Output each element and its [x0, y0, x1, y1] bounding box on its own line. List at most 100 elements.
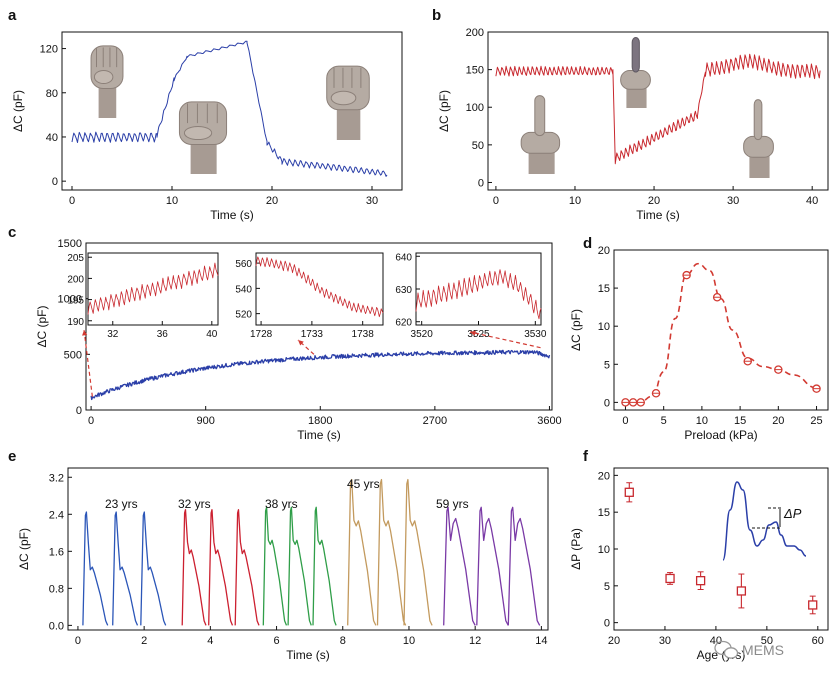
y-tick-label: 0	[76, 405, 82, 417]
pulse-series-59-yrs	[443, 506, 541, 626]
y-axis-label: ΔC (pF)	[35, 305, 49, 347]
watermark: MEMS	[714, 640, 784, 659]
pulse-wave	[476, 506, 509, 626]
y-axis-label: ΔP (Pa)	[569, 528, 583, 570]
delta-p-inset-label: ΔP	[783, 506, 802, 521]
index-finger	[753, 99, 763, 141]
pulse-wave	[82, 511, 109, 626]
x-tick-label: 20	[266, 195, 278, 207]
age-label-59: 59 yrs	[436, 497, 469, 511]
hand-fist-photo	[90, 45, 124, 118]
x-tick-label: 10	[569, 195, 581, 207]
y-tick-label: 5	[604, 359, 610, 371]
panel-label-e: e	[8, 448, 16, 465]
plot-frame	[85, 242, 553, 411]
panel-label-c: c	[8, 224, 16, 241]
zoom-arrow	[83, 329, 93, 397]
y-tick-label: 80	[46, 88, 58, 100]
pulse-series-32-yrs	[181, 509, 260, 626]
pulse-wave	[403, 478, 433, 626]
chart-c-long-term: 0 900 1800 2700 3600 0 500 1000 1500 Time (s) ΔC (…	[35, 238, 562, 442]
index-finger	[534, 95, 546, 137]
series-line-long-term	[90, 349, 551, 401]
inset-pulse-illustration	[722, 481, 807, 561]
y-tick-label: 50	[472, 140, 484, 152]
panel-label-f: f	[583, 448, 589, 465]
y-tick-label: 40	[46, 132, 58, 144]
x-tick-label: 10	[403, 635, 415, 647]
chart-a-capacitance-fist: 0 10 20 30 0 40 80 120 Time (s) ΔC (pF)	[11, 31, 403, 222]
y-tick-label: 640	[395, 252, 412, 263]
x-tick-label: 2	[141, 635, 147, 647]
x-tick-label: 40	[710, 635, 722, 647]
x-tick-label: 6	[273, 635, 279, 647]
y-axis-label: ΔC (pF)	[11, 90, 25, 132]
data-point	[695, 576, 706, 586]
palm	[620, 70, 651, 90]
plot-frame	[67, 467, 549, 631]
x-tick-label: 5	[661, 415, 667, 427]
thumb	[330, 90, 357, 106]
inset-background	[416, 253, 541, 325]
x-tick-label: 0	[493, 195, 499, 207]
pulse-wave	[312, 506, 337, 626]
zoom-arrowhead	[82, 330, 88, 336]
x-tick-label: 1738	[352, 329, 375, 340]
y-axis-label: ΔC (pF)	[437, 90, 451, 132]
y-tick-label: 0	[52, 176, 58, 188]
y-tick-label: 0.8	[49, 583, 64, 595]
y-tick-label: 2.4	[49, 509, 64, 521]
age-label-45: 45 yrs	[347, 477, 380, 491]
inset-series-line	[415, 269, 542, 320]
y-tick-label: 195	[67, 296, 84, 307]
y-tick-label: 20	[598, 245, 610, 257]
y-tick-label: 1.6	[49, 546, 64, 558]
y-tick-label: 0	[604, 397, 610, 409]
y-tick-label: 10	[598, 321, 610, 333]
y-tick-label: 1500	[58, 238, 82, 250]
x-tick-label: 2700	[423, 415, 447, 427]
data-point	[808, 600, 818, 610]
inset-zoom-3: 352035253530620630640	[395, 252, 547, 340]
x-tick-label: 15	[734, 415, 746, 427]
x-tick-label: 3600	[537, 415, 561, 427]
thumb	[93, 69, 114, 85]
x-tick-label: 0	[622, 415, 628, 427]
x-axis-label: Preload (kPa)	[684, 428, 757, 442]
x-axis-label: Time (s)	[636, 208, 680, 222]
zoom-arrowhead	[470, 330, 476, 336]
y-tick-label: 10	[598, 544, 610, 556]
wrist	[98, 81, 117, 118]
pulse-wave	[140, 511, 167, 626]
panel-label-a: a	[8, 7, 17, 24]
data-point	[665, 573, 675, 584]
inset-background	[88, 253, 218, 325]
inset-series-line	[255, 256, 384, 318]
zoom-arrow	[469, 331, 541, 349]
inset-zoom-2: 1728 1733 1738 520 540 560	[235, 252, 384, 340]
y-tick-label: 500	[64, 349, 82, 361]
x-tick-label: 0	[69, 195, 75, 207]
x-tick-label: 0	[75, 635, 81, 647]
chart-f-age-delta-p: 20 30 40 50 60 0 5 10 15 20 Age (yrs) ΔP (Pa)	[569, 467, 829, 662]
pulse-wave	[507, 506, 541, 626]
pulse-wave	[287, 506, 312, 626]
y-tick-label: 3.2	[49, 472, 64, 484]
y-tick-label: 620	[395, 318, 412, 329]
inset-pulse-wave	[722, 481, 807, 561]
hand-finger-up-photo	[743, 99, 774, 178]
pulse-series-38-yrs	[262, 506, 337, 626]
x-tick-label: 30	[659, 635, 671, 647]
y-tick-label: 560	[235, 259, 252, 270]
y-tick-label: 5	[604, 581, 610, 593]
age-label-38: 38 yrs	[265, 497, 298, 511]
plot-frame	[61, 31, 403, 191]
x-axis-label: Time (s)	[210, 208, 254, 222]
x-tick-label: 36	[157, 329, 169, 340]
y-tick-label: 190	[67, 317, 84, 328]
hand-fist-pressed-photo	[178, 101, 228, 174]
wechat-icon	[714, 640, 739, 659]
inset-zoom-1: 32 36 40 190 195 200 205	[67, 252, 219, 340]
x-tick-label: 0	[88, 415, 94, 427]
